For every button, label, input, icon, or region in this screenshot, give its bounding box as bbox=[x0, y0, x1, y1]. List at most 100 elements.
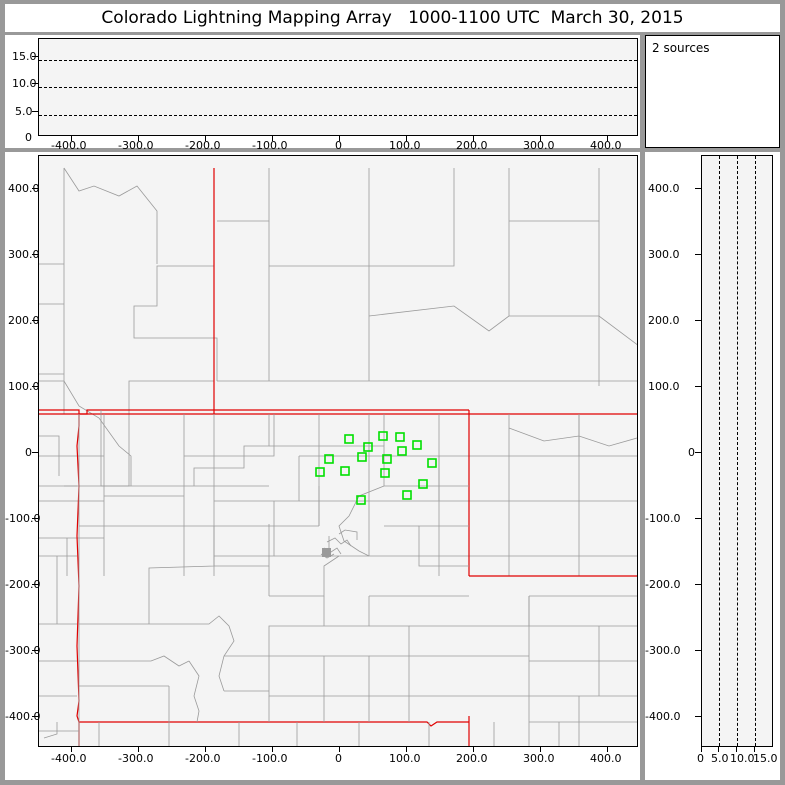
gridline-x-10 bbox=[737, 156, 738, 746]
source-marker bbox=[357, 452, 367, 462]
source-marker bbox=[395, 432, 405, 442]
map-tick-y-400: 400.0 bbox=[8, 182, 40, 195]
tick-y-10: 10.0 bbox=[12, 77, 37, 90]
source-count-label: 2 sources bbox=[652, 41, 710, 55]
hist-tickmark-y--300 bbox=[695, 650, 701, 651]
tickmark-y-15 bbox=[32, 56, 38, 57]
page-title: Colorado Lightning Mapping Array 1000-11… bbox=[101, 8, 684, 28]
map-tickmark-y-300 bbox=[32, 254, 38, 255]
hist-tick-y-300: 300.0 bbox=[648, 248, 680, 261]
map-tickmark-y-0 bbox=[32, 452, 38, 453]
hist-tickmark-y-400 bbox=[695, 188, 701, 189]
denver-marker bbox=[322, 548, 331, 557]
map-tick-y-200: 200.0 bbox=[8, 314, 40, 327]
gridline-5 bbox=[39, 115, 637, 116]
source-marker bbox=[340, 466, 350, 476]
hist-tick-x-0: 0 bbox=[697, 752, 704, 765]
hist-tickmark-x-5 bbox=[718, 747, 719, 752]
map-tickmark-x-300 bbox=[540, 747, 541, 752]
tick-x-100: 100.0 bbox=[389, 139, 421, 152]
hist-tickmark-y-200 bbox=[695, 320, 701, 321]
source-marker bbox=[344, 434, 354, 444]
map-tick-x-300: 300.0 bbox=[523, 752, 555, 765]
map-tickmark-y--400 bbox=[32, 716, 38, 717]
tickmark-x--300 bbox=[138, 136, 139, 141]
hist-tickmark-x-15 bbox=[754, 747, 755, 752]
map-tick-y--400: -400.0 bbox=[5, 710, 41, 723]
tickmark-x-200 bbox=[473, 136, 474, 141]
source-marker bbox=[412, 440, 422, 450]
map-tick-x--100: -100.0 bbox=[252, 752, 288, 765]
colorado-west-border bbox=[76, 414, 80, 723]
map-tickmark-x-400 bbox=[607, 747, 608, 752]
tickmark-x-300 bbox=[540, 136, 541, 141]
map-plot-area[interactable] bbox=[38, 155, 638, 747]
hist-tickmark-y-100 bbox=[695, 386, 701, 387]
map-tick-x-200: 200.0 bbox=[456, 752, 488, 765]
tickmark-x--400 bbox=[71, 136, 72, 141]
source-marker bbox=[356, 495, 366, 505]
hist-tick-x-10: 10.0 bbox=[730, 752, 755, 765]
map-tickmark-y--300 bbox=[32, 650, 38, 651]
tick-y-0: 0 bbox=[25, 131, 32, 144]
source-marker bbox=[382, 454, 392, 464]
plan-view-map-panel: 400.0 300.0 200.0 100.0 0 -100.0 -200.0 … bbox=[5, 152, 640, 780]
map-tick-y-100: 100.0 bbox=[8, 380, 40, 393]
time-height-plot-area bbox=[38, 38, 638, 136]
map-tickmark-x-100 bbox=[406, 747, 407, 752]
hist-tickmark-y-0 bbox=[695, 452, 701, 453]
tickmark-x-0 bbox=[339, 136, 340, 141]
source-marker bbox=[402, 490, 412, 500]
hist-tick-y-100: 100.0 bbox=[648, 380, 680, 393]
tick-x--300: -300.0 bbox=[118, 139, 154, 152]
hist-tickmark-y-300 bbox=[695, 254, 701, 255]
vhf-source-markers bbox=[315, 431, 437, 505]
tickmark-x-100 bbox=[406, 136, 407, 141]
map-tick-y--300: -300.0 bbox=[5, 644, 41, 657]
gridline-x-15 bbox=[755, 156, 756, 746]
map-tickmark-y-100 bbox=[32, 386, 38, 387]
colorado-north-border bbox=[39, 409, 469, 415]
sources-panel: 2 sources bbox=[645, 35, 780, 148]
title-bar: Colorado Lightning Mapping Array 1000-11… bbox=[5, 4, 780, 32]
altitude-histogram-plot-area bbox=[701, 155, 773, 747]
tick-y-15: 15.0 bbox=[12, 50, 37, 63]
tick-x--200: -200.0 bbox=[185, 139, 221, 152]
map-tickmark-x--300 bbox=[138, 747, 139, 752]
tickmark-x--100 bbox=[272, 136, 273, 141]
tick-x-300: 300.0 bbox=[523, 139, 555, 152]
hist-tickmark-y--400 bbox=[695, 716, 701, 717]
hist-tick-x-15: 15.0 bbox=[753, 752, 778, 765]
gridline-10 bbox=[39, 87, 637, 88]
hist-tick-y-0: 0 bbox=[688, 446, 695, 459]
source-marker bbox=[397, 446, 407, 456]
map-tick-x-0: 0 bbox=[335, 752, 342, 765]
hist-tickmark-y--100 bbox=[695, 518, 701, 519]
gridline-x-5 bbox=[719, 156, 720, 746]
source-marker bbox=[315, 467, 325, 477]
map-tick-y-300: 300.0 bbox=[8, 248, 40, 261]
colorado-south-border bbox=[79, 721, 469, 727]
map-svg bbox=[39, 167, 637, 746]
map-tick-x--400: -400.0 bbox=[51, 752, 87, 765]
map-tickmark-x-200 bbox=[473, 747, 474, 752]
hist-tickmark-y--200 bbox=[695, 584, 701, 585]
map-tickmark-y--100 bbox=[32, 518, 38, 519]
map-tickmark-y-400 bbox=[32, 188, 38, 189]
source-marker bbox=[363, 442, 373, 452]
source-marker bbox=[380, 468, 390, 478]
source-marker bbox=[324, 454, 334, 464]
hist-tick-y--200: -200.0 bbox=[645, 578, 681, 591]
tickmark-y-10 bbox=[32, 83, 38, 84]
tick-x-400: 400.0 bbox=[590, 139, 622, 152]
hist-tick-y--400: -400.0 bbox=[645, 710, 681, 723]
hist-tick-y-200: 200.0 bbox=[648, 314, 680, 327]
map-tick-y-0: 0 bbox=[25, 446, 32, 459]
hist-tick-y--100: -100.0 bbox=[645, 512, 681, 525]
tickmark-y-5 bbox=[32, 111, 38, 112]
map-tick-x--200: -200.0 bbox=[185, 752, 221, 765]
hist-tickmark-x-0 bbox=[701, 747, 702, 752]
tick-y-5: 5.0 bbox=[15, 105, 33, 118]
map-tickmark-x--200 bbox=[205, 747, 206, 752]
map-tick-x-100: 100.0 bbox=[389, 752, 421, 765]
